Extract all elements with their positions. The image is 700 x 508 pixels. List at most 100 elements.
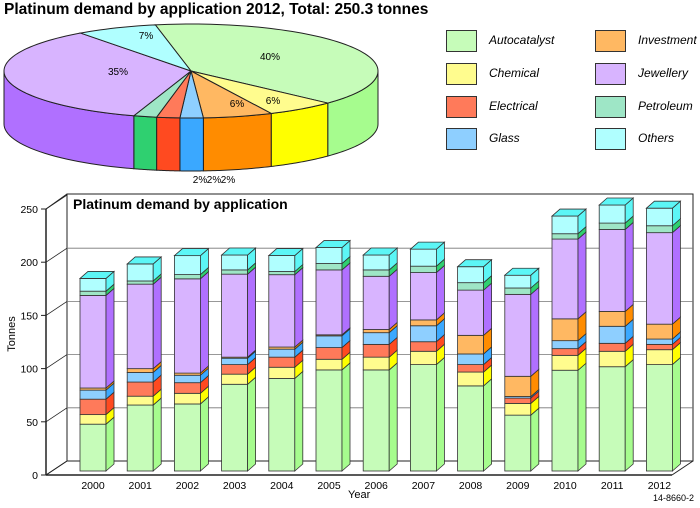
bar-side-auto [435,356,445,472]
bar-segment-auto [79,423,107,472]
bar-segment-auto [173,403,201,472]
bar-side-auto [152,397,162,472]
bar-top-cap [126,256,163,265]
bar-segment-others [79,278,107,292]
bar-top-cap [314,240,352,248]
bar-side-jewel [388,268,398,331]
bar-segment-elec [79,398,107,416]
bar-segment-elec [126,381,154,397]
bar-segment-auto [315,369,343,472]
bar-segment-chem [221,373,249,385]
bar-segment-chem [409,350,437,365]
bar-2001 [126,256,163,472]
bar-segment-glass [457,353,485,365]
legend-swatch-petroleum [595,96,626,118]
bar-side-auto [105,416,115,472]
bar-2009 [503,267,540,472]
bar-2003 [220,247,257,472]
bar-segment-petro [598,222,626,230]
bar-frame: 0 50 100 150 200 250 [20,193,694,482]
bar-segment-invest [598,310,626,327]
bar-segment-jewel [551,238,579,320]
pie-slice-auto [154,23,379,104]
legend-swatch-others [595,128,626,150]
x-tick-label: 2008 [459,480,483,492]
bar-segment-invest [551,318,579,342]
legend-swatch-autocatalyst [446,30,477,52]
bar-segment-petro [646,225,673,234]
x-tick-label: 2007 [412,480,436,492]
floor-right-edge [671,460,694,476]
legend-swatch-chemical [446,63,477,85]
legend-swatch-electrical [446,96,477,118]
bar-segment-glass [362,332,390,345]
y-tick-label: 250 [20,204,38,216]
x-axis-label: Year [348,489,371,501]
legend-label-petroleum: Petroleum [638,99,693,113]
bar-segment-elec [598,342,626,352]
bar-segment-petro [268,271,296,276]
y-tick-label: 0 [32,470,38,482]
x-tick-label: 2006 [365,480,389,492]
x-tick-label: 2009 [506,480,530,492]
x-tick-label: 2005 [317,480,341,492]
bar-2005 [314,239,352,472]
bar-segment-chem [79,414,107,425]
grid-diagonal-250 [45,194,68,210]
bar-2008 [456,258,493,472]
bar-segment-chem [126,395,154,406]
bar-segment-petro [221,269,249,275]
bar-top-cap [362,247,399,256]
bar-top-cap [456,259,493,268]
pie-label-chem: 6% [266,96,281,107]
pie-label-auto: 40% [260,52,280,63]
grid-diagonal-100 [45,354,68,369]
bar-segment-jewel [362,275,390,330]
pie-top [3,23,379,119]
bar-segment-chem [457,371,485,387]
bar-segment-chem [362,356,390,371]
y-tick-label: 200 [20,257,38,269]
legend-label-jewellery: Jewellery [638,66,689,80]
bar-segment-jewel [409,272,437,321]
bar-segment-glass [598,325,626,344]
bar-top-cap [550,208,588,217]
pie-label-jewel: 35% [108,67,128,78]
bar-segment-petro [362,269,390,277]
bar-segment-glass [551,340,579,350]
bar-segment-petro [173,274,201,280]
pie-chart-title: Platinum demand by application 2012, Tot… [4,1,429,18]
bar-segment-auto [504,414,532,472]
bar-segment-petro [126,280,154,285]
bar-segment-chem [315,358,343,371]
bar-2002 [173,247,210,472]
bar-side-auto [294,370,304,472]
bar-segment-others [646,207,673,227]
bar-segment-petro [504,287,532,295]
pie-label-glass: 2% [221,175,236,186]
bar-segment-elec [268,356,296,368]
bar-segment-glass [79,389,107,400]
bar-segment-glass [221,357,249,366]
legend-label-autocatalyst: Autocatalyst [489,33,555,47]
bar-side-jewel [577,231,587,320]
y-tick-label: 50 [26,417,38,429]
bar-side-auto [577,362,587,472]
bar-segment-invest [126,368,154,373]
bar-segment-jewel [79,295,107,389]
bar-segment-others [221,254,249,271]
pie-slice-chem [190,70,328,114]
bar-2004 [267,247,304,472]
bar-top-cap [220,247,257,256]
bar-side-jewel [152,276,162,370]
bar-segment-elec [551,348,579,356]
grid-diagonal-150 [45,301,68,316]
bar-segment-jewel [598,229,626,312]
pie-slice-jewel [3,32,193,117]
bar-segment-auto [409,364,437,472]
bar-segment-auto [457,385,485,472]
bar-segment-jewel [504,293,532,377]
bar-segment-auto [126,404,154,472]
bar-side-jewel [341,262,351,336]
